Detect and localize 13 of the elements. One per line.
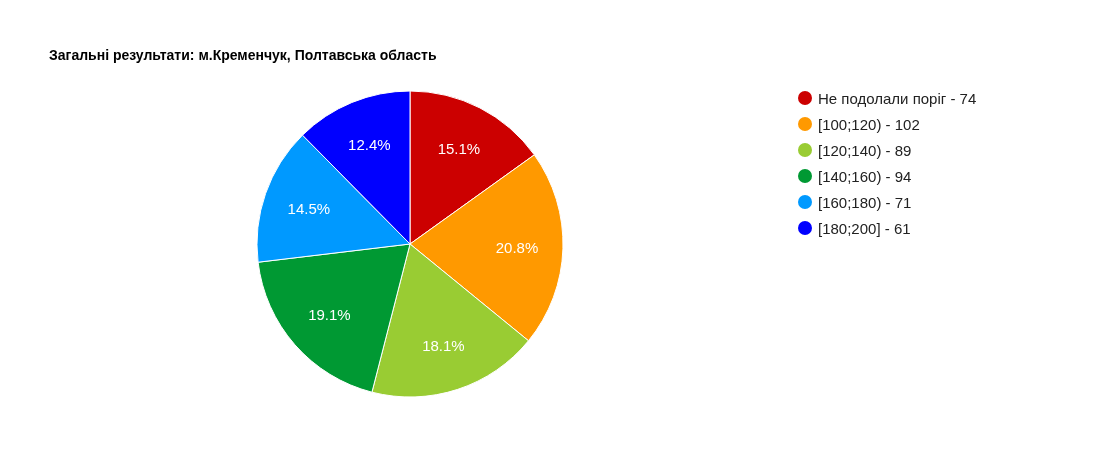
data-label: 19.1%	[308, 306, 351, 324]
legend-label: [180;200] - 61	[818, 219, 911, 237]
legend-label: [100;120) - 102	[818, 115, 920, 133]
legend-label: Не подолали поріг - 74	[818, 89, 977, 107]
data-label: 20.8%	[495, 238, 539, 256]
chart-title: Загальні результати: м.Кременчук, Полтавська область	[49, 47, 437, 63]
data-label: 15.1%	[437, 140, 481, 158]
data-label: 14.5%	[287, 200, 331, 218]
data-label: 18.1%	[422, 337, 465, 355]
legend-label: [140;160) - 94	[818, 167, 912, 185]
legend-label: [120;140) - 89	[818, 141, 912, 159]
legend-label: [160;180) - 71	[818, 193, 912, 211]
data-label: 12.4%	[348, 136, 391, 154]
